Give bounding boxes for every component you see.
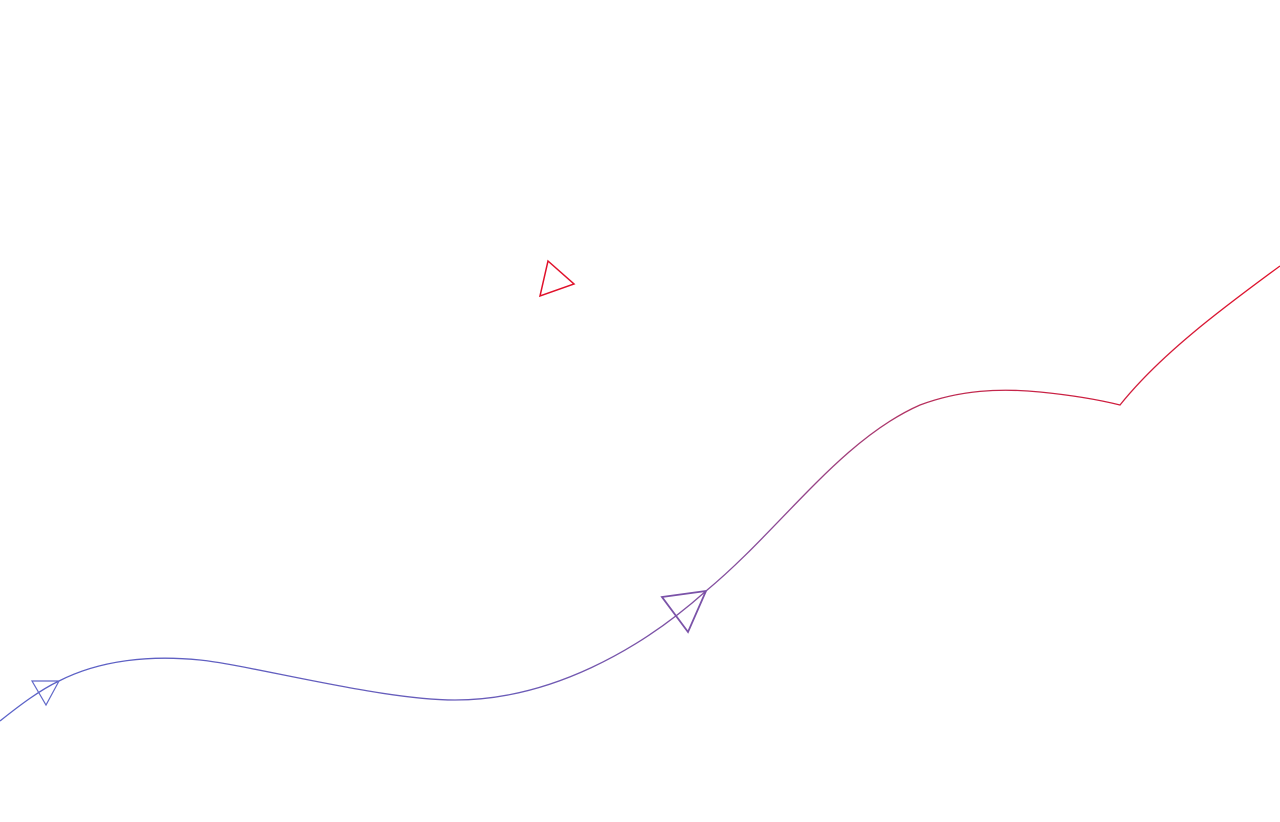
paper-plane-blue <box>30 680 61 707</box>
flight-path <box>0 265 1280 722</box>
paper-plane-purple <box>660 589 708 634</box>
paper-plane-red <box>538 259 576 298</box>
